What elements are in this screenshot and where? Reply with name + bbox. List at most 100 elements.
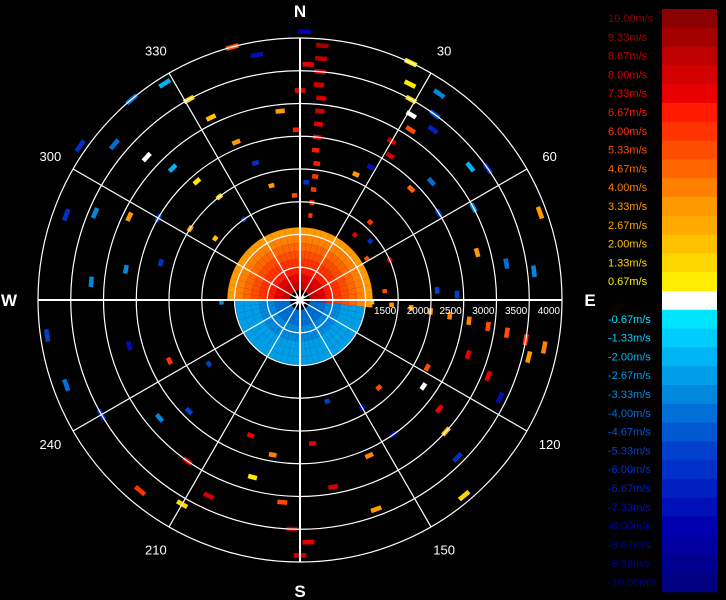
echo-cell [434, 286, 440, 294]
near-field-cell [316, 289, 325, 295]
near-field-cell [309, 301, 318, 304]
near-field-cell [333, 342, 344, 353]
near-field-cell [306, 306, 314, 314]
near-field-cell [320, 333, 329, 343]
near-field-cell [341, 300, 350, 306]
near-field-cell [279, 310, 287, 318]
echo-cell [370, 505, 383, 514]
near-field-cell [269, 322, 278, 331]
echo-cell [125, 341, 133, 351]
echo-cell [313, 160, 321, 167]
near-field-cell [306, 259, 313, 269]
colorbar-swatch [662, 422, 717, 442]
near-field-cell [319, 342, 329, 353]
near-field-cell [312, 253, 320, 263]
near-field-cell [236, 311, 246, 321]
near-field-cell [330, 283, 340, 290]
near-field-cell [302, 282, 306, 291]
colorbar-swatch [662, 554, 717, 574]
colorbar-label: 0.00m/s [608, 295, 648, 307]
near-field-cell [308, 277, 316, 286]
echo-cell [484, 370, 493, 382]
near-field-cell [235, 300, 244, 307]
echo-cell [61, 208, 71, 222]
echo-cell [315, 55, 328, 62]
near-field-cell [315, 245, 324, 256]
near-field-cell [283, 330, 290, 340]
near-field-cell [317, 238, 327, 248]
range-label: 2500 [440, 306, 463, 317]
near-field-cell [271, 333, 280, 343]
echo-cell [465, 161, 476, 173]
near-field-cell [282, 313, 290, 321]
near-field-cell [304, 340, 311, 349]
near-field-cell [307, 288, 315, 295]
near-field-cell [335, 316, 345, 325]
near-field-cell [306, 227, 316, 237]
near-field-cell [322, 283, 331, 290]
echo-cell [535, 205, 545, 220]
near-field-cell [339, 324, 350, 334]
near-field-cell [227, 292, 236, 300]
near-field-cell [292, 316, 297, 325]
echo-cell [382, 288, 388, 294]
near-field-cell [243, 261, 254, 272]
echo-cell [268, 451, 277, 458]
echo-cell [389, 302, 394, 308]
colorbar-label: 8.00m/s [608, 69, 648, 81]
near-field-cell [275, 303, 284, 308]
near-field-cell [275, 289, 284, 295]
near-field-cell [305, 316, 311, 325]
near-field-cell [304, 251, 311, 260]
echo-cell [90, 207, 100, 219]
near-field-cell [257, 332, 268, 343]
echo-cell [473, 247, 481, 258]
echo-cell [451, 451, 463, 463]
near-field-cell [261, 243, 272, 254]
near-field-cell [287, 331, 294, 341]
near-field-cell [293, 235, 300, 244]
near-field-cell [255, 316, 265, 325]
near-field-cell [349, 267, 360, 277]
bearing-label: 60 [542, 149, 556, 164]
near-field-cell [363, 284, 373, 294]
colorbar-label: 5.33m/s [608, 145, 648, 157]
near-field-cell [307, 323, 314, 332]
near-field-cell [276, 245, 285, 256]
near-field-cell [338, 251, 349, 262]
near-field-cell [245, 315, 256, 324]
near-field-cell [243, 288, 252, 295]
echo-cell [192, 177, 202, 186]
near-field-cell [308, 292, 317, 297]
echo-cell [423, 363, 431, 372]
near-field-cell [324, 330, 333, 340]
radar-center-marker [294, 294, 306, 306]
echo-cell [122, 264, 129, 274]
near-field-cell [311, 354, 321, 364]
near-field-cell [296, 282, 299, 291]
echo-cell [141, 151, 152, 163]
echo-cell [366, 163, 376, 171]
near-field-cell [348, 294, 357, 300]
echo-cell [157, 258, 164, 267]
echo-cell [246, 432, 255, 439]
near-field-cell [307, 315, 313, 324]
near-field-cell [356, 293, 365, 300]
near-field-cell [327, 263, 337, 273]
near-field-cell [282, 279, 290, 287]
bearing-spoke [168, 299, 301, 528]
near-field-cell [302, 324, 307, 334]
near-field-cell [342, 256, 353, 267]
near-field-cell [324, 302, 334, 307]
colorbar-swatch [662, 535, 717, 555]
near-field-cell [324, 250, 334, 261]
colorbar-label: -1.33m/s [608, 333, 651, 345]
near-field-cell [324, 319, 334, 328]
colorbar-label: 6.00m/s [608, 126, 648, 138]
echo-cell [125, 211, 134, 222]
near-field-cell [244, 310, 254, 318]
near-field-cell [272, 324, 281, 334]
near-field-cell [277, 308, 286, 316]
near-field-cell [289, 275, 295, 284]
near-field-cell [261, 336, 272, 347]
